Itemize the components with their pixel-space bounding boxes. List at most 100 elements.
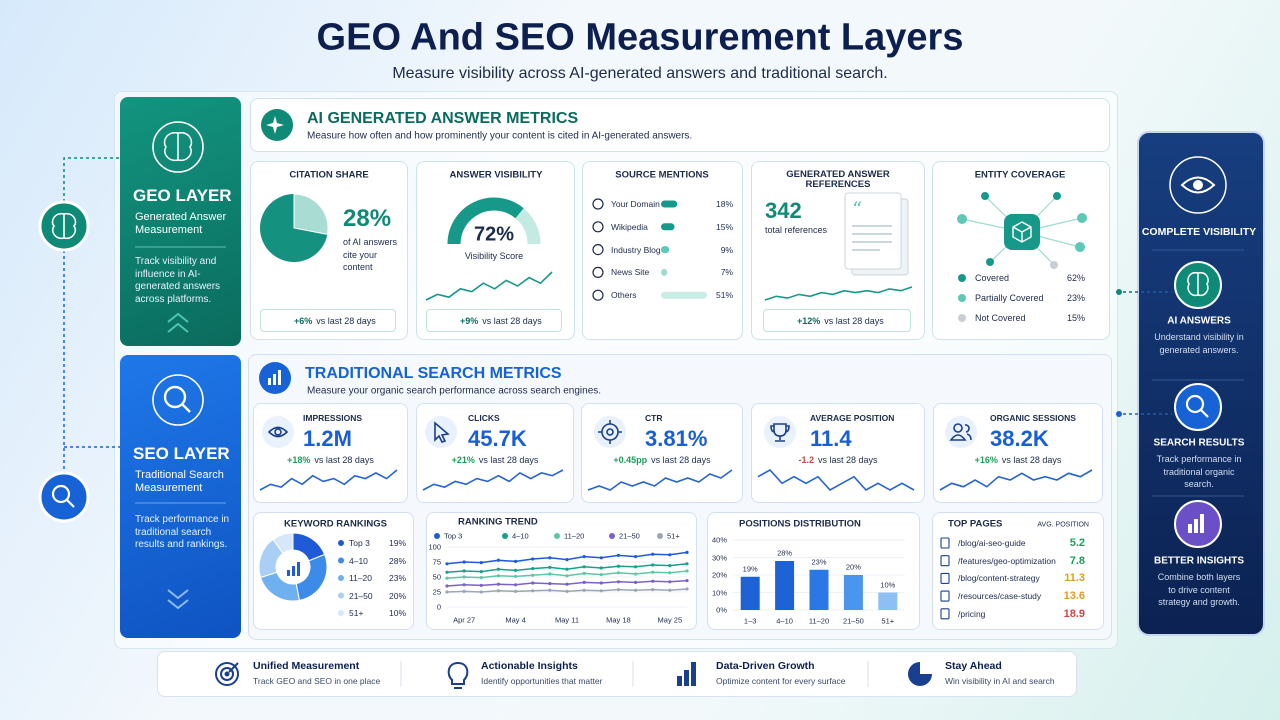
value-label: 20%	[845, 562, 861, 572]
page-icon	[940, 537, 950, 549]
sidebar-icons	[1152, 156, 1244, 548]
change-box	[260, 309, 396, 332]
point	[479, 583, 483, 588]
connectors	[63, 157, 1172, 473]
page-value: 5.2	[1069, 537, 1085, 549]
point	[565, 558, 569, 562]
point	[685, 569, 689, 573]
change-note: vs last 28 days	[824, 316, 884, 326]
card-title: POSITIONS DISTRIBUTION	[739, 518, 861, 530]
search-icon	[51, 484, 75, 508]
sidebar-item-title: SEARCH RESULTS	[1153, 437, 1245, 449]
connector	[63, 250, 120, 473]
document-icon: “	[844, 192, 909, 276]
point	[651, 563, 655, 567]
sidebar-item-description: Understand visibility in generated answe…	[1154, 332, 1244, 355]
point	[548, 556, 552, 560]
value-label: 28%	[777, 548, 793, 558]
point	[668, 553, 672, 557]
footer-title: Unified Measurement	[253, 660, 360, 672]
footer-title: Stay Ahead	[945, 660, 1002, 672]
gauge-label: 72%	[473, 223, 515, 246]
source-icon	[592, 266, 604, 278]
sparkline	[587, 469, 733, 491]
search-icon	[163, 385, 191, 413]
y-tick-label: 50	[432, 572, 441, 582]
page-path: /resources/case-study	[958, 591, 1042, 602]
y-tick-label: 0	[436, 602, 441, 612]
legend-label: Not Covered	[975, 313, 1026, 323]
bar	[809, 569, 829, 610]
legend-value: 23%	[388, 573, 406, 583]
x-tick-label: May 25	[657, 615, 683, 625]
point	[651, 588, 655, 592]
donut-segment	[295, 553, 328, 601]
change-box	[763, 309, 911, 332]
point	[685, 550, 689, 555]
donut-segment	[260, 571, 300, 602]
point	[651, 552, 655, 556]
x-tick-label: 21–50	[842, 616, 864, 626]
change-value: +0.45pp	[613, 455, 648, 465]
sidebar-item-description: Track performance in traditional organic…	[1156, 454, 1242, 489]
page-value: 13.6	[1063, 590, 1085, 603]
point	[445, 584, 449, 588]
gauge-value	[447, 197, 524, 245]
sparkle	[266, 116, 284, 134]
point	[582, 588, 586, 592]
point	[531, 589, 535, 593]
metric-title: CLICKS	[468, 413, 500, 423]
big-value: 28%	[343, 205, 392, 232]
brain-icon	[163, 132, 193, 162]
point	[548, 582, 552, 586]
point	[531, 557, 535, 561]
point	[531, 567, 535, 571]
source-value: 7%	[720, 267, 733, 278]
legend-value: 23%	[1066, 293, 1085, 303]
sparkline	[939, 469, 1093, 491]
metric-title: AVERAGE POSITION	[810, 413, 895, 423]
point	[668, 564, 672, 568]
metric-icon	[764, 416, 796, 448]
footer-description: Optimize content for every surface	[716, 676, 846, 686]
sparkline	[764, 286, 913, 301]
column-label: AVG. POSITION	[1037, 521, 1089, 529]
metric-icon	[262, 416, 294, 448]
bar	[661, 200, 678, 208]
point	[599, 589, 603, 593]
point	[599, 566, 603, 570]
point	[513, 559, 518, 564]
legend-label: 51+	[349, 608, 364, 618]
x-tick-label: 51+	[881, 616, 895, 626]
point	[445, 570, 449, 574]
card-title: ANSWER VISIBILITY	[449, 169, 543, 181]
change-value: +9%	[460, 316, 479, 326]
section-subtitle: Measure your organic search performance …	[307, 385, 602, 397]
card-title: SOURCE MENTIONS	[615, 169, 709, 181]
point	[548, 572, 552, 576]
section-subtitle: Measure how often and how prominently yo…	[307, 130, 693, 142]
point	[616, 588, 621, 592]
point	[565, 567, 569, 571]
point	[651, 570, 655, 574]
subtitle: Measure visibility across AI-generated a…	[392, 65, 888, 82]
legend-dot	[338, 557, 344, 564]
change-note: vs last 28 days	[651, 455, 711, 465]
source-label: Your Domain	[611, 199, 660, 209]
layer-description: Track performance in traditional search …	[135, 514, 230, 550]
point	[479, 590, 483, 594]
page-path: /features/geo-optimization	[958, 555, 1056, 566]
legend-dot	[338, 540, 344, 546]
point	[479, 570, 483, 574]
metric-icon	[594, 416, 626, 448]
bar	[661, 223, 675, 231]
sidebar-title: COMPLETE VISIBILITY	[1141, 226, 1257, 238]
footer-description: Identify opportunities that matter	[481, 676, 603, 686]
legend-dot	[338, 575, 344, 581]
x-tick-label: 11–20	[808, 616, 830, 626]
legend-dot	[657, 533, 663, 539]
page-icon	[940, 555, 950, 567]
donut-segment	[272, 532, 294, 554]
page-path: /blog/content-strategy	[958, 573, 1040, 584]
